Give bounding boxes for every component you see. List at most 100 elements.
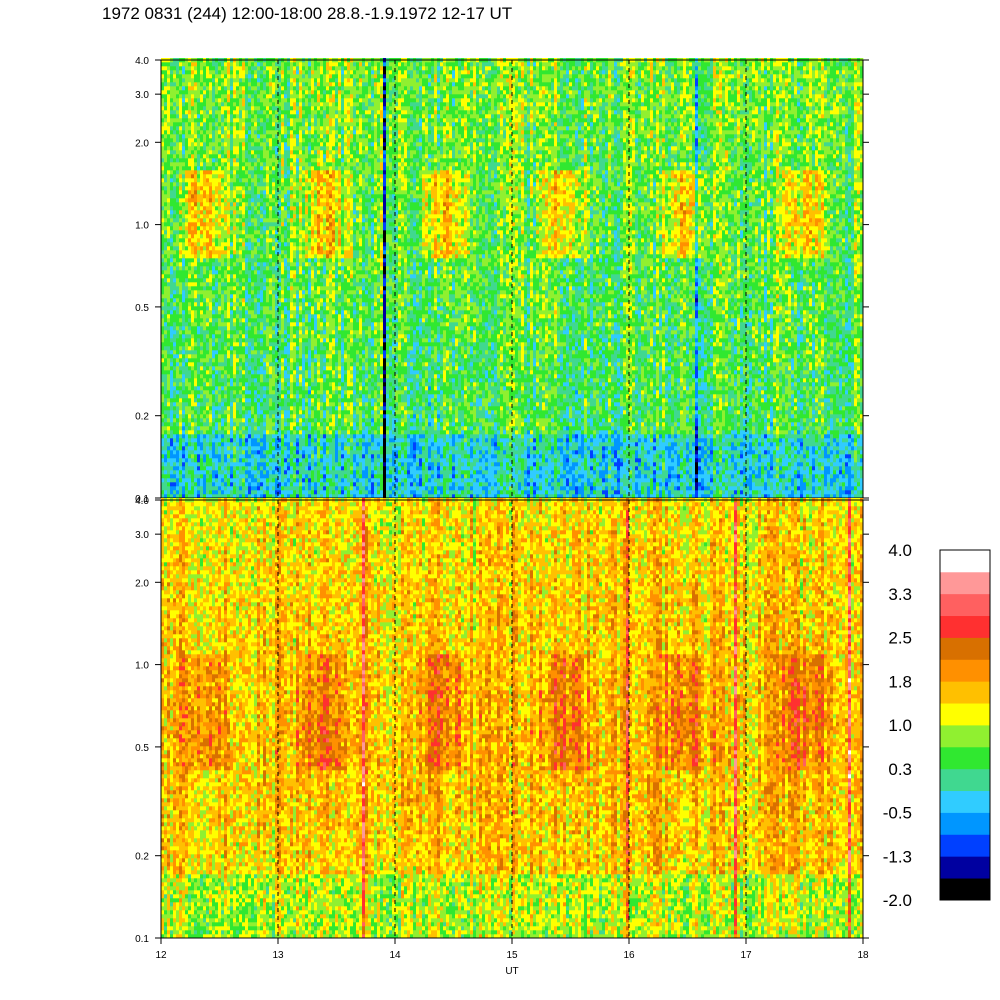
heatmap-cell bbox=[236, 490, 239, 494]
heatmap-cell bbox=[173, 218, 176, 222]
heatmap-cell bbox=[191, 198, 194, 202]
heatmap-cell bbox=[179, 298, 182, 302]
heatmap-cell bbox=[221, 362, 224, 366]
heatmap-cell bbox=[248, 382, 251, 386]
heatmap-cell bbox=[251, 182, 254, 186]
heatmap-cell bbox=[239, 378, 242, 382]
heatmap-cell bbox=[209, 314, 212, 318]
heatmap-cell bbox=[170, 454, 173, 458]
heatmap-cell bbox=[218, 274, 221, 278]
heatmap-cell bbox=[200, 490, 203, 494]
heatmap-cell bbox=[185, 242, 188, 246]
heatmap-cell bbox=[221, 366, 224, 370]
heatmap-cell bbox=[173, 298, 176, 302]
heatmap-cell bbox=[218, 118, 221, 122]
heatmap-cell bbox=[218, 310, 221, 314]
heatmap-cell bbox=[179, 346, 182, 350]
heatmap-cell bbox=[233, 142, 236, 146]
heatmap-cell bbox=[248, 462, 251, 466]
heatmap-cell bbox=[197, 466, 200, 470]
heatmap-cell bbox=[233, 454, 236, 458]
heatmap-cell bbox=[233, 246, 236, 250]
heatmap-cell bbox=[188, 442, 191, 446]
heatmap-cell bbox=[170, 470, 173, 474]
heatmap-cell bbox=[188, 178, 191, 182]
heatmap-cell bbox=[185, 234, 188, 238]
heatmap-cell bbox=[251, 470, 254, 474]
heatmap-cell bbox=[239, 462, 242, 466]
heatmap-cell bbox=[197, 254, 200, 258]
heatmap-cell bbox=[251, 118, 254, 122]
heatmap-cell bbox=[233, 330, 236, 334]
heatmap-cell bbox=[227, 406, 230, 410]
heatmap-cell bbox=[182, 242, 185, 246]
heatmap-cell bbox=[251, 206, 254, 210]
heatmap-cell bbox=[194, 322, 197, 326]
heatmap-cell bbox=[203, 242, 206, 246]
heatmap-cell bbox=[218, 438, 221, 442]
heatmap-cell bbox=[206, 150, 209, 154]
heatmap-cell bbox=[173, 206, 176, 210]
heatmap-cell bbox=[188, 382, 191, 386]
heatmap-cell bbox=[185, 470, 188, 474]
heatmap-cell bbox=[164, 246, 167, 250]
heatmap-cell bbox=[182, 142, 185, 146]
heatmap-cell bbox=[224, 334, 227, 338]
heatmap-cell bbox=[185, 90, 188, 94]
heatmap-cell bbox=[245, 318, 248, 322]
heatmap-cell bbox=[233, 150, 236, 154]
heatmap-cell bbox=[242, 150, 245, 154]
heatmap-cell bbox=[224, 66, 227, 70]
heatmap-cell bbox=[206, 158, 209, 162]
heatmap-cell bbox=[203, 94, 206, 98]
heatmap-cell bbox=[209, 162, 212, 166]
heatmap-cell bbox=[185, 254, 188, 258]
heatmap-cell bbox=[212, 226, 215, 230]
heatmap-cell bbox=[215, 154, 218, 158]
heatmap-cell bbox=[218, 318, 221, 322]
heatmap-cell bbox=[227, 306, 230, 310]
heatmap-cell bbox=[200, 62, 203, 66]
heatmap-cell bbox=[173, 454, 176, 458]
heatmap-cell bbox=[251, 370, 254, 374]
heatmap-cell bbox=[230, 378, 233, 382]
heatmap-cell bbox=[176, 202, 179, 206]
heatmap-cell bbox=[191, 74, 194, 78]
heatmap-cell bbox=[245, 130, 248, 134]
heatmap-cell bbox=[248, 262, 251, 266]
heatmap-cell bbox=[203, 266, 206, 270]
heatmap-cell bbox=[173, 82, 176, 86]
heatmap-cell bbox=[173, 238, 176, 242]
heatmap-cell bbox=[215, 386, 218, 390]
heatmap-cell bbox=[248, 458, 251, 462]
heatmap-cell bbox=[206, 490, 209, 494]
heatmap-cell bbox=[194, 366, 197, 370]
heatmap-cell bbox=[242, 330, 245, 334]
heatmap-cell bbox=[200, 70, 203, 74]
heatmap-cell bbox=[218, 446, 221, 450]
heatmap-cell bbox=[200, 270, 203, 274]
heatmap-cell bbox=[185, 218, 188, 222]
heatmap-cell bbox=[176, 446, 179, 450]
heatmap-cell bbox=[170, 334, 173, 338]
heatmap-cell bbox=[239, 142, 242, 146]
heatmap-cell bbox=[200, 346, 203, 350]
heatmap-cell bbox=[173, 214, 176, 218]
heatmap-cell bbox=[242, 418, 245, 422]
heatmap-cell bbox=[212, 286, 215, 290]
heatmap-cell bbox=[215, 74, 218, 78]
heatmap-cell bbox=[179, 114, 182, 118]
heatmap-cell bbox=[239, 334, 242, 338]
heatmap-cell bbox=[197, 482, 200, 486]
heatmap-cell bbox=[182, 246, 185, 250]
heatmap-cell bbox=[176, 162, 179, 166]
heatmap-cell bbox=[200, 430, 203, 434]
heatmap-cell bbox=[191, 258, 194, 262]
heatmap-cell bbox=[167, 410, 170, 414]
heatmap-cell bbox=[167, 326, 170, 330]
heatmap-cell bbox=[203, 222, 206, 226]
heatmap-cell bbox=[167, 166, 170, 170]
heatmap-cell bbox=[236, 426, 239, 430]
heatmap-cell bbox=[170, 166, 173, 170]
heatmap-cell bbox=[224, 394, 227, 398]
